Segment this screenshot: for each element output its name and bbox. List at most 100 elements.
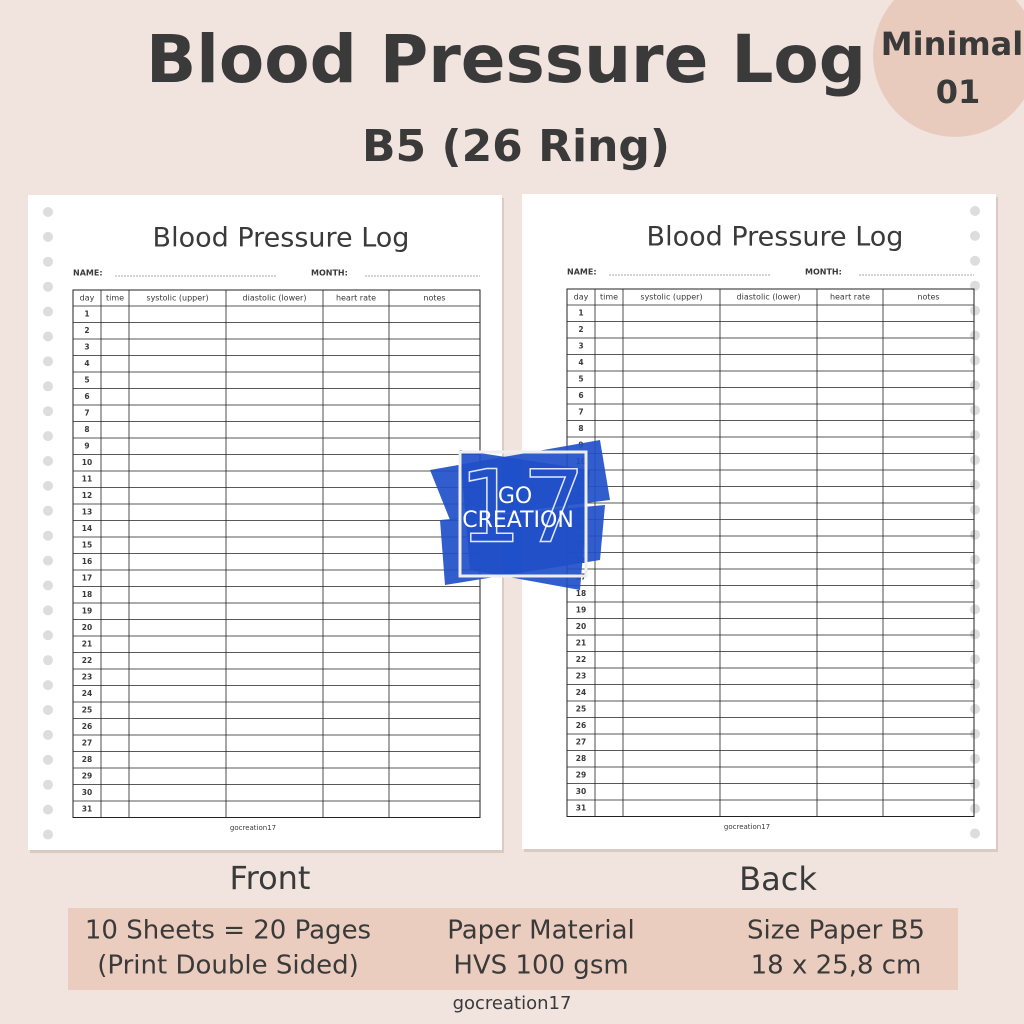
day-number: 28 <box>576 754 586 763</box>
day-number: 2 <box>84 326 89 335</box>
info-text: 10 Sheets = 20 Pages <box>85 916 371 946</box>
ring-hole <box>43 480 53 491</box>
ring-hole <box>43 231 53 242</box>
footer: gocreation17 <box>453 993 572 1014</box>
day-number: 1 <box>578 308 583 317</box>
ring-hole <box>970 604 980 615</box>
ring-hole <box>43 605 53 616</box>
column-header: day <box>80 294 95 303</box>
ring-hole <box>43 580 53 591</box>
day-number: 3 <box>578 341 583 350</box>
column-header: heart rate <box>830 293 870 302</box>
ring-hole <box>43 406 53 417</box>
ring-hole <box>970 654 980 665</box>
ring-hole <box>43 829 53 840</box>
day-number: 23 <box>82 672 92 681</box>
ring-hole <box>970 679 980 690</box>
name-label: NAME: <box>73 269 103 278</box>
day-number: 20 <box>576 622 586 631</box>
watermark-line: GO <box>498 484 532 509</box>
ring-hole <box>970 455 980 465</box>
ring-hole <box>970 280 980 291</box>
day-number: 10 <box>82 458 92 467</box>
ring-hole <box>970 355 980 366</box>
watermark-number: 17 <box>458 448 585 565</box>
day-number: 21 <box>82 639 92 648</box>
main-title: Blood Pressure Log <box>146 21 866 98</box>
day-number: 13 <box>82 507 92 516</box>
watermark-line: CREATION <box>462 508 574 533</box>
page-title: Blood Pressure Log <box>647 222 904 253</box>
day-number: 2 <box>578 325 583 334</box>
day-number: 7 <box>578 407 583 416</box>
day-number: 14 <box>82 524 92 533</box>
day-number: 17 <box>82 573 92 582</box>
day-number: 3 <box>84 342 89 351</box>
info-text: Size Paper B5 <box>747 916 925 946</box>
ring-hole <box>970 728 980 739</box>
ring-hole <box>43 207 53 217</box>
ring-hole <box>970 305 980 316</box>
ring-hole <box>970 753 980 764</box>
badge-line: 01 <box>936 73 981 111</box>
day-number: 22 <box>576 655 586 664</box>
day-number: 27 <box>82 738 92 747</box>
ring-hole <box>43 381 53 392</box>
day-number: 28 <box>82 755 92 764</box>
day-number: 8 <box>578 424 583 433</box>
page-footer: gocreation17 <box>230 824 276 832</box>
ring-hole <box>43 630 53 641</box>
day-number: 25 <box>576 704 586 713</box>
ring-hole <box>43 431 53 442</box>
day-number: 18 <box>82 590 92 599</box>
day-number: 29 <box>82 771 92 780</box>
ring-hole <box>970 579 980 590</box>
ring-hole <box>970 554 980 565</box>
ring-hole <box>970 430 980 441</box>
day-number: 26 <box>82 722 92 731</box>
ring-hole <box>970 629 980 640</box>
day-number: 8 <box>84 425 89 434</box>
ring-hole <box>43 456 53 466</box>
ring-hole <box>43 256 53 267</box>
ring-hole <box>43 356 53 367</box>
day-number: 9 <box>84 441 89 450</box>
day-number: 6 <box>84 392 89 401</box>
day-number: 30 <box>82 788 92 797</box>
column-header: notes <box>917 293 939 302</box>
day-number: 1 <box>84 309 89 318</box>
day-number: 5 <box>578 374 583 383</box>
day-number: 12 <box>82 491 92 500</box>
ring-hole <box>970 828 980 839</box>
ring-hole <box>970 529 980 540</box>
column-header: notes <box>423 294 445 303</box>
name-label: NAME: <box>567 268 597 277</box>
month-label: MONTH: <box>311 269 348 278</box>
ring-hole <box>43 530 53 541</box>
day-number: 6 <box>578 391 583 400</box>
column-header: diastolic (lower) <box>243 294 307 303</box>
info-text: Paper Material <box>447 916 635 946</box>
day-number: 18 <box>576 589 586 598</box>
info-text: 18 x 25,8 cm <box>751 951 922 981</box>
day-number: 24 <box>82 689 92 698</box>
ring-hole <box>43 555 53 566</box>
day-number: 23 <box>576 671 586 680</box>
info-band <box>68 908 958 990</box>
day-number: 27 <box>576 737 586 746</box>
ring-hole <box>970 330 980 341</box>
paper <box>28 195 502 850</box>
ring-hole <box>970 504 980 515</box>
badge-line: Minimal <box>881 25 1023 63</box>
day-number: 7 <box>84 408 89 417</box>
day-number: 22 <box>82 656 92 665</box>
subtitle: B5 (26 Ring) <box>362 121 670 172</box>
day-number: 11 <box>82 474 92 483</box>
ring-hole <box>43 705 53 715</box>
caption: Front <box>230 859 311 897</box>
day-number: 4 <box>578 358 583 367</box>
ring-hole <box>43 680 53 691</box>
ring-hole <box>970 255 980 266</box>
day-number: 19 <box>576 605 586 614</box>
